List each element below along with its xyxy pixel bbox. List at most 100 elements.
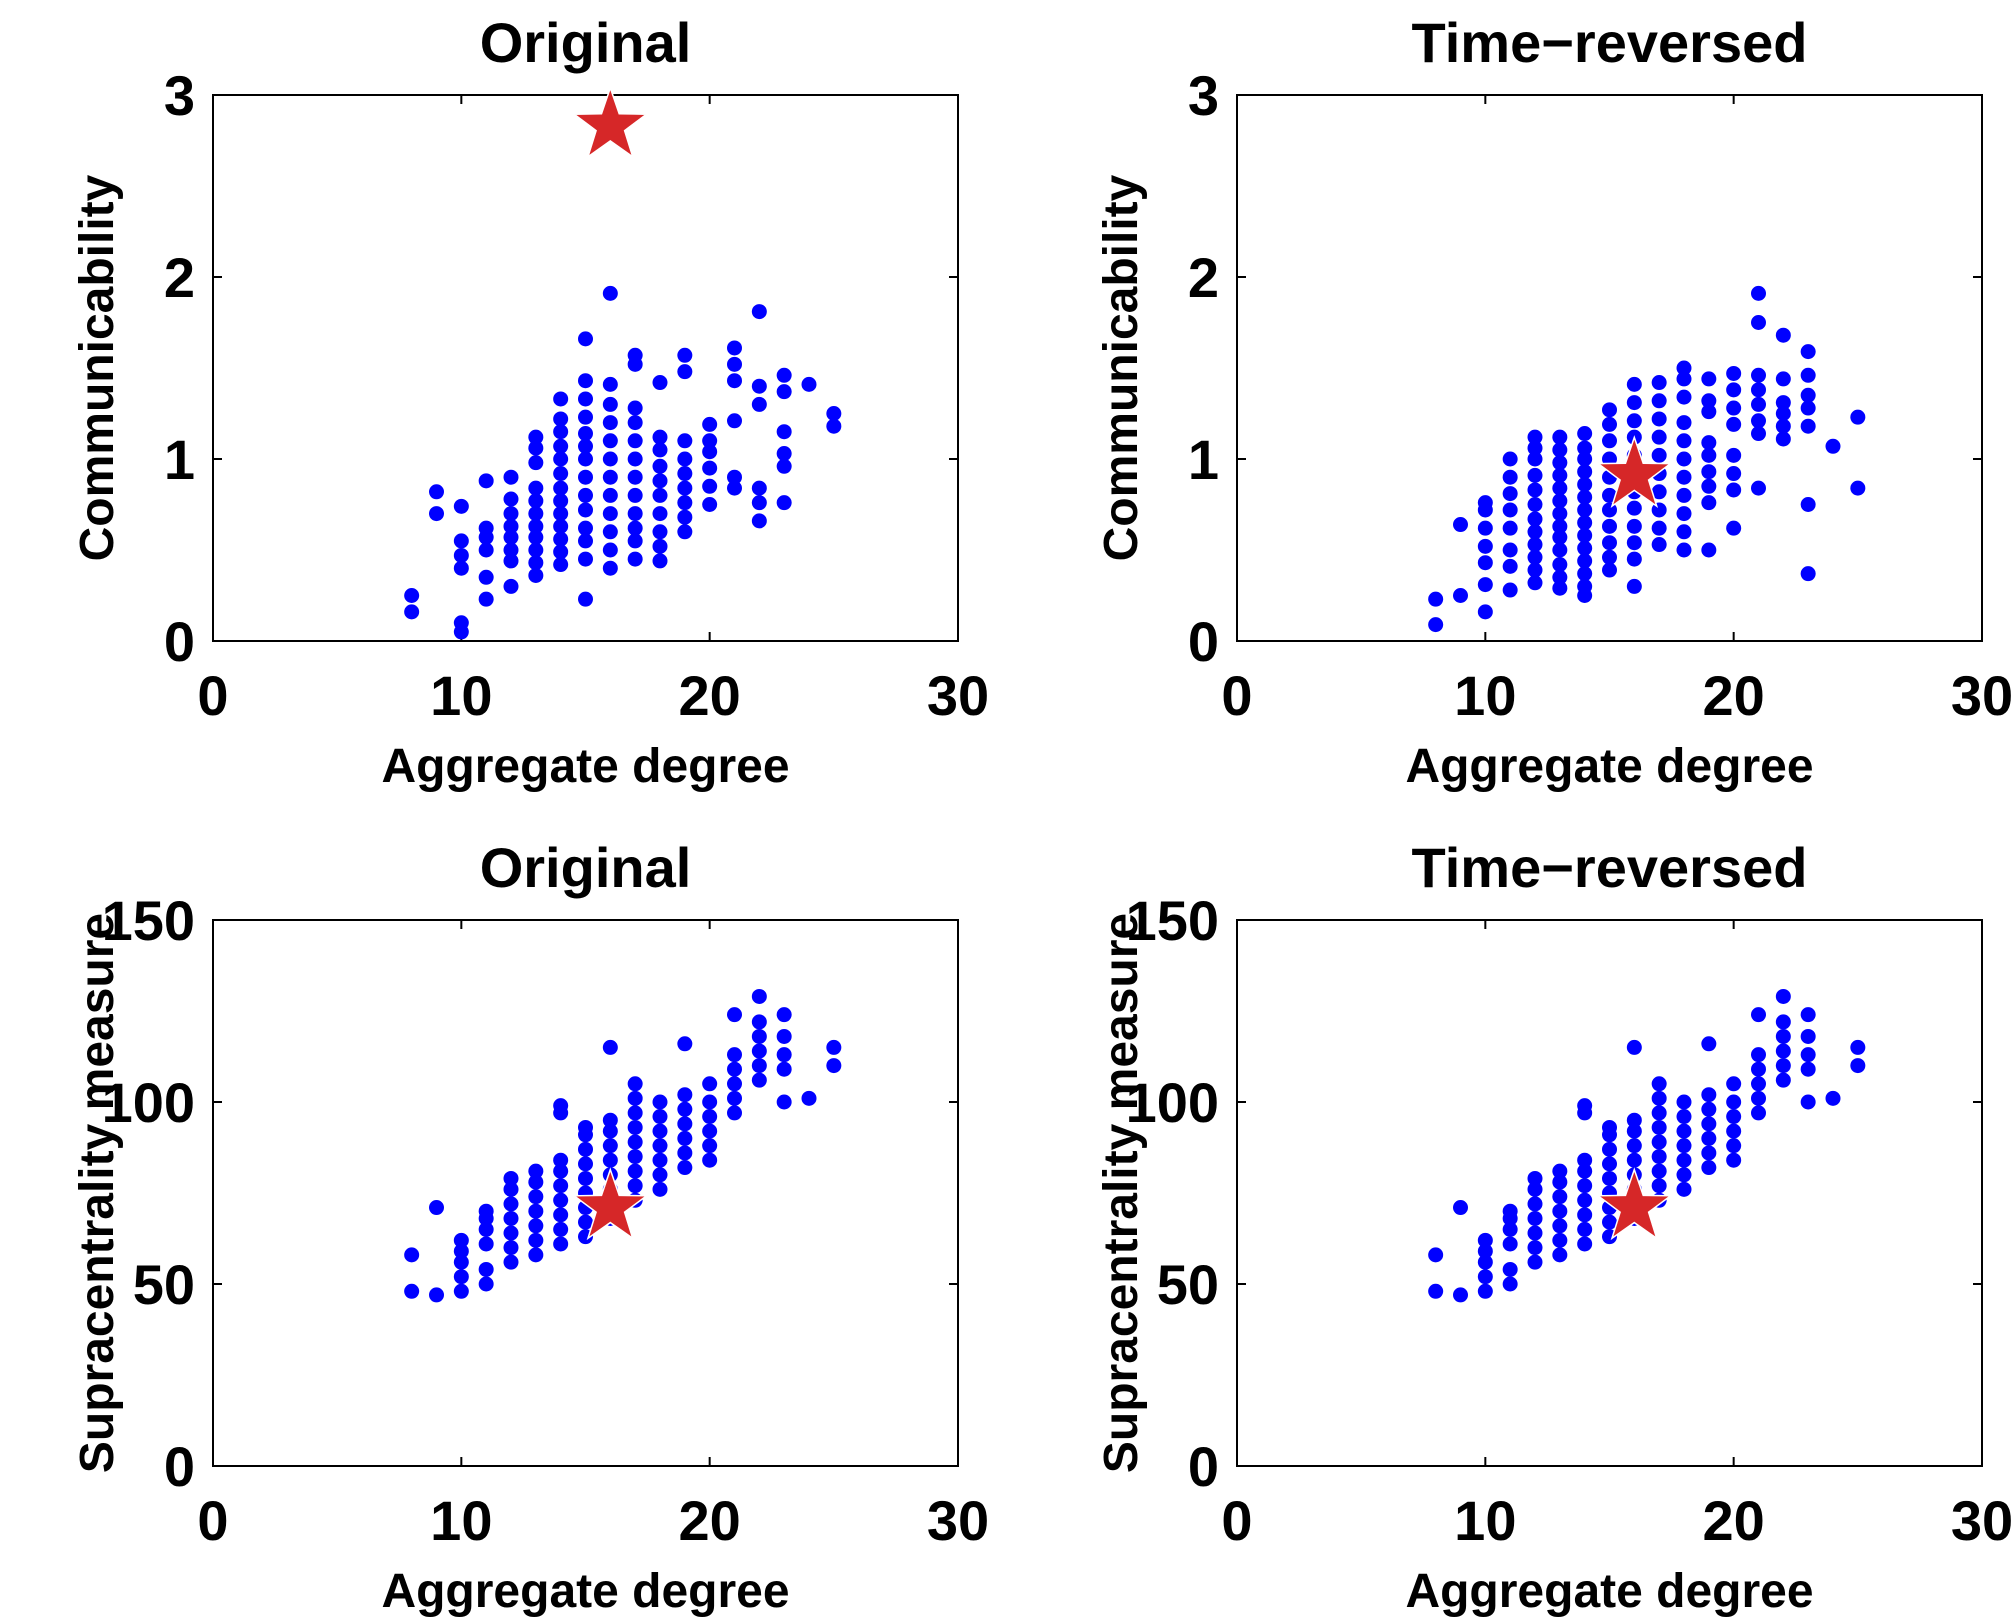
scatter-point	[1552, 557, 1568, 573]
scatter-point	[702, 460, 718, 476]
scatter-point	[1502, 558, 1518, 574]
scatter-point	[1751, 1007, 1766, 1023]
scatter-point	[578, 426, 593, 442]
scatter-point	[1577, 540, 1593, 556]
y-tick-label: 1	[1188, 428, 1219, 491]
scatter-point	[404, 604, 420, 620]
scatter-point	[602, 506, 618, 522]
scatter-point	[1477, 495, 1493, 511]
scatter-point	[1552, 455, 1568, 471]
scatter-point	[1552, 1247, 1568, 1263]
scatter-point	[776, 495, 792, 511]
scatter-point	[578, 1141, 593, 1157]
x-tick-label: 0	[1221, 664, 1252, 727]
scatter-point	[1477, 577, 1493, 593]
scatter-point	[578, 1170, 593, 1186]
scatter-point	[627, 533, 643, 549]
scatter-point	[1477, 555, 1493, 571]
scatter-point	[1651, 411, 1667, 427]
scatter-point	[1751, 1090, 1766, 1106]
scatter-point	[776, 1094, 792, 1110]
scatter-point	[727, 1007, 742, 1023]
scatter-point	[1577, 1178, 1593, 1194]
scatter-point	[1726, 1109, 1742, 1125]
scatter-point	[1552, 506, 1568, 522]
scatter-point	[1602, 549, 1617, 565]
scatter-point	[1626, 413, 1642, 429]
scatter-point	[553, 480, 569, 496]
scatter-point	[528, 455, 544, 471]
highlight-star-point	[1595, 1167, 1673, 1241]
scatter-point	[1477, 1254, 1493, 1270]
chart-panel-3: Original Aggregate degree Supracentrality …	[71, 836, 989, 1618]
scatter-point	[1602, 487, 1617, 503]
scatter-point	[677, 1116, 693, 1132]
scatter-point	[1527, 511, 1543, 527]
scatter-point	[602, 560, 618, 576]
scatter-point	[652, 1109, 668, 1125]
scatter-point	[677, 495, 693, 511]
scatter-point	[1751, 1047, 1766, 1063]
scatter-point	[553, 466, 569, 482]
scatter-point	[1502, 520, 1518, 536]
scatter-point	[1577, 1163, 1593, 1179]
scatter-point	[453, 615, 469, 631]
scatter-point	[627, 469, 643, 485]
scatter-point	[602, 1112, 618, 1128]
scatter-point	[453, 498, 469, 514]
scatter-point	[1775, 1014, 1791, 1030]
scatter-point	[1428, 591, 1444, 607]
scatter-point	[1527, 537, 1543, 553]
scatter-point	[677, 480, 693, 496]
scatter-point	[727, 1061, 742, 1077]
scatter-point	[652, 506, 668, 522]
scatter-point	[1552, 1174, 1568, 1190]
scatter-point	[1751, 426, 1766, 442]
scatter-point	[1552, 442, 1568, 458]
scatter-point	[1751, 1105, 1766, 1121]
scatter-point	[1502, 1276, 1518, 1292]
scatter-point	[1825, 438, 1841, 454]
scatter-point	[751, 495, 767, 511]
x-tick-label: 30	[927, 1489, 989, 1552]
scatter-point	[1527, 524, 1543, 540]
scatter-point	[578, 469, 593, 485]
scatter-point	[1651, 375, 1667, 391]
scatter-point	[553, 1098, 569, 1114]
scatter-point	[652, 375, 668, 391]
scatter-point	[453, 1232, 469, 1248]
scatter-point	[404, 588, 420, 603]
scatter-point	[1502, 1261, 1518, 1277]
scatter-point	[1651, 429, 1667, 445]
scatter-point	[503, 1170, 519, 1186]
scatter-point	[1651, 1076, 1667, 1092]
scatter-point	[602, 1138, 618, 1154]
scatter-point	[429, 1287, 444, 1303]
scatter-point	[1602, 1156, 1617, 1172]
scatter-point	[1577, 476, 1593, 492]
x-axis-label: Aggregate degree	[381, 740, 789, 793]
y-tick-label: 3	[1188, 64, 1219, 127]
scatter-point	[602, 376, 618, 392]
scatter-point	[677, 451, 693, 467]
scatter-point	[677, 1145, 693, 1161]
scatter-point	[1577, 502, 1593, 518]
scatter-point	[1651, 537, 1667, 553]
scatter-point	[578, 331, 593, 347]
scatter-point	[702, 478, 718, 494]
y-tick-label: 2	[1188, 246, 1219, 309]
x-tick-label: 30	[927, 664, 989, 727]
scatter-point	[652, 1094, 668, 1110]
x-tick-label: 10	[1454, 664, 1516, 727]
scatter-point	[1602, 416, 1617, 432]
x-tick-label: 0	[197, 664, 228, 727]
scatter-point	[1552, 493, 1568, 509]
scatter-point	[801, 376, 817, 392]
scatter-point	[1676, 371, 1692, 387]
scatter-point	[652, 458, 668, 474]
scatter-point	[578, 551, 593, 567]
scatter-point	[1726, 466, 1742, 482]
scatter-point	[1502, 451, 1518, 467]
scatter-point	[702, 1109, 718, 1125]
scatter-point	[652, 1167, 668, 1183]
